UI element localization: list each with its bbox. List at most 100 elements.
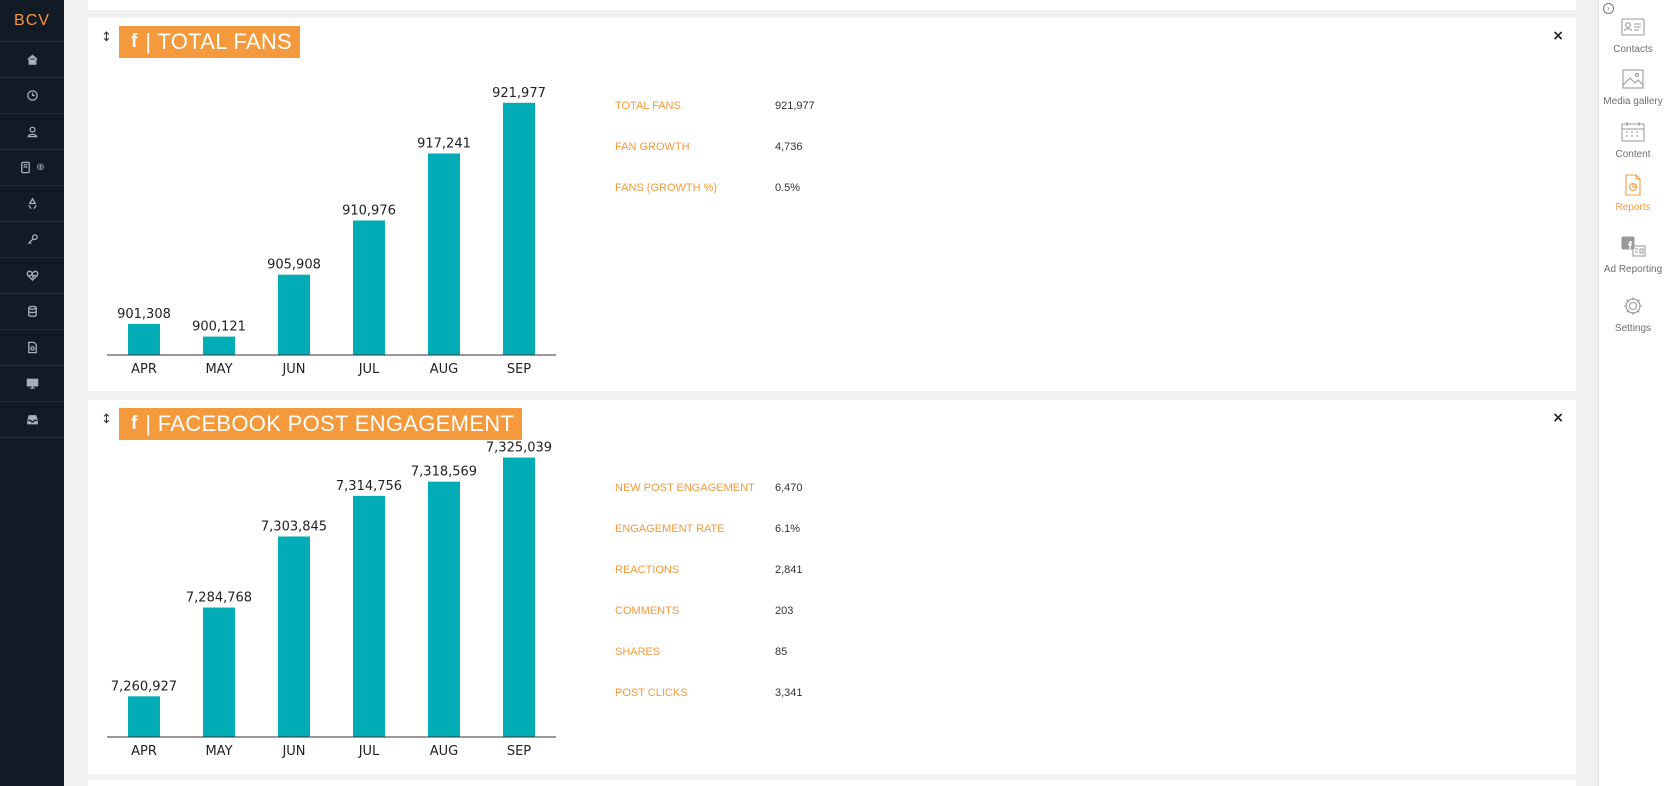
bar-data-label: 901,308 (117, 307, 171, 322)
nav-add-device[interactable]: ⊕ (0, 150, 64, 186)
close-card-button[interactable]: × (1552, 28, 1564, 44)
contact-card-icon (1621, 18, 1645, 36)
stat-row: COMMENTS 203 (615, 605, 875, 621)
right-nav-label: Contacts (1613, 44, 1653, 55)
inbox-icon (26, 415, 38, 425)
nav-database[interactable] (0, 294, 64, 330)
facebook-icon: f (131, 31, 138, 52)
nav-home[interactable] (0, 42, 64, 78)
stat-label: REACTIONS (615, 564, 680, 576)
stat-row: FANS (GROWTH %) 0.5% (615, 182, 875, 198)
right-nav-content[interactable]: Content (1599, 121, 1666, 160)
gear-icon (1624, 297, 1642, 315)
stat-row: POST CLICKS 3,341 (615, 687, 875, 703)
facebook-ads-icon (1621, 236, 1646, 257)
nav-recycle[interactable] (0, 186, 64, 222)
x-tick-label: MAY (205, 744, 232, 759)
next-card-edge (88, 780, 1576, 786)
right-nav-reports[interactable]: Reports (1599, 174, 1666, 213)
collapse-arrow-icon[interactable]: › (1603, 3, 1614, 14)
plus-circle-icon: ⊕ (36, 162, 45, 173)
right-nav-media-gallery[interactable]: Media gallery (1599, 68, 1666, 107)
chart-bar (353, 220, 385, 355)
bar-data-label: 910,976 (342, 203, 396, 218)
stat-label: FANS (GROWTH %) (615, 182, 718, 194)
stat-row: SHARES 85 (615, 646, 875, 662)
chart-bar (353, 495, 385, 737)
right-nav-label: Content (1615, 149, 1651, 160)
left-sidebar: BCV ⊕ (0, 0, 64, 786)
stat-label: NEW POST ENGAGEMENT (615, 482, 755, 494)
nav-profile[interactable] (0, 114, 64, 150)
chart-bar (503, 102, 535, 355)
x-tick-label: MAY (205, 362, 232, 377)
card-title: | TOTAL FANS (145, 29, 292, 54)
stat-label: FAN GROWTH (615, 141, 690, 153)
document-icon (27, 341, 37, 354)
stat-value: 85 (775, 646, 788, 658)
post-engagement-chart: 7,260,927 APR 7,284,768 MAY 7,303,845 JUN 7,31… (107, 441, 556, 759)
stat-value: 6,470 (775, 482, 803, 494)
stat-value: 6.1% (775, 523, 801, 535)
stat-row: REACTIONS 2,841 (615, 564, 875, 580)
stat-row: TOTAL FANS 921,977 (615, 100, 875, 116)
chart-bar (203, 607, 235, 737)
total-fans-card: ↕ f | TOTAL FANS × 901,308 APR 900,121 MAY 9… (88, 18, 1576, 391)
right-nav-ad-reporting[interactable]: Ad Reporting (1599, 236, 1666, 275)
chart-bar (203, 336, 235, 355)
stat-label: SHARES (615, 646, 661, 658)
right-nav-settings[interactable]: Settings (1599, 295, 1666, 334)
chart-bar (278, 536, 310, 737)
right-nav-label: Settings (1614, 323, 1652, 334)
total-fans-chart: 901,308 APR 900,121 MAY 905,908 JUN 910,976 JUL… (107, 86, 556, 377)
bar-data-label: 900,121 (192, 320, 246, 335)
nav-inbox[interactable] (0, 402, 64, 438)
stat-value: 2,841 (775, 564, 803, 576)
nav-history[interactable] (0, 78, 64, 114)
chart-bar (503, 457, 535, 737)
chart-bar (128, 696, 160, 737)
heart-pulse-icon (26, 270, 38, 282)
right-nav-contacts[interactable]: Contacts (1599, 16, 1666, 55)
chart-bar (428, 481, 460, 737)
stat-value: 3,341 (775, 687, 803, 699)
bar-data-label: 7,318,569 (411, 465, 477, 480)
nav-documents[interactable] (0, 330, 64, 366)
database-icon (27, 305, 37, 317)
post-engagement-card: ↕ f | FACEBOOK POST ENGAGEMENT × 7,260,9… (88, 400, 1576, 774)
x-tick-label: JUN (281, 362, 305, 377)
chart-bar (278, 274, 310, 355)
close-card-button[interactable]: × (1552, 410, 1564, 426)
right-nav-label: Reports (1615, 202, 1651, 213)
stat-label: POST CLICKS (615, 687, 688, 699)
report-icon (1625, 174, 1641, 196)
bar-data-label: 7,303,845 (261, 519, 327, 534)
nav-keys[interactable] (0, 222, 64, 258)
right-nav-label: Ad Reporting (1603, 264, 1663, 275)
x-tick-label: APR (131, 744, 157, 759)
card-title-badge: f | FACEBOOK POST ENGAGEMENT (119, 408, 523, 440)
stat-value: 203 (775, 605, 794, 617)
key-icon (27, 234, 38, 245)
stat-row: ENGAGEMENT RATE 6.1% (615, 523, 875, 539)
drag-handle[interactable]: ↕ (101, 412, 112, 427)
x-tick-label: JUL (358, 362, 380, 377)
bar-data-label: 921,977 (492, 86, 546, 101)
right-nav-label: Media gallery (1603, 96, 1663, 107)
monitor-icon (26, 378, 38, 389)
bar-data-label: 7,325,039 (486, 441, 552, 456)
stat-row: FAN GROWTH 4,736 (615, 141, 875, 157)
stat-label: ENGAGEMENT RATE (615, 523, 725, 535)
stat-value: 4,736 (775, 141, 803, 153)
user-icon (27, 126, 37, 138)
stat-value: 0.5% (775, 182, 801, 194)
facebook-icon: f (131, 413, 138, 434)
x-tick-label: SEP (507, 362, 531, 377)
nav-health[interactable] (0, 258, 64, 294)
card-title-badge: f | TOTAL FANS (119, 26, 300, 58)
brand-logo[interactable]: BCV (0, 0, 64, 42)
device-add-icon (21, 161, 31, 174)
nav-display[interactable] (0, 366, 64, 402)
drag-handle[interactable]: ↕ (101, 30, 112, 45)
right-sidebar: › Contacts Media gallery Content Reports… (1598, 0, 1666, 786)
